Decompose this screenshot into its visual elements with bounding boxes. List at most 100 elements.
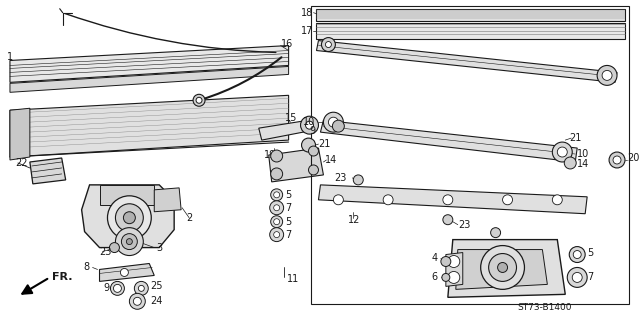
Text: 9: 9 — [309, 126, 316, 136]
Polygon shape — [269, 148, 323, 182]
Circle shape — [138, 285, 144, 291]
Circle shape — [126, 239, 132, 245]
Polygon shape — [321, 120, 577, 162]
Text: 14: 14 — [577, 159, 589, 169]
Circle shape — [134, 281, 148, 295]
Circle shape — [567, 268, 587, 288]
Text: FR.: FR. — [52, 272, 72, 282]
Circle shape — [196, 97, 202, 103]
Polygon shape — [456, 249, 547, 289]
Circle shape — [120, 268, 129, 276]
Circle shape — [301, 116, 319, 134]
Circle shape — [269, 201, 284, 215]
Polygon shape — [319, 185, 587, 214]
Text: 17: 17 — [301, 26, 314, 36]
Circle shape — [274, 205, 280, 211]
Circle shape — [443, 195, 453, 205]
Text: 1: 1 — [7, 53, 13, 62]
Circle shape — [274, 192, 280, 198]
Circle shape — [383, 195, 393, 205]
Polygon shape — [316, 23, 625, 39]
Circle shape — [323, 112, 343, 132]
Text: 3: 3 — [156, 243, 163, 253]
Polygon shape — [99, 185, 154, 205]
Text: 21: 21 — [319, 139, 331, 149]
Text: 6: 6 — [432, 272, 438, 282]
Circle shape — [572, 272, 582, 282]
Circle shape — [274, 232, 280, 238]
Text: 24: 24 — [150, 296, 163, 306]
Polygon shape — [316, 41, 617, 82]
Text: 12: 12 — [348, 215, 361, 225]
Circle shape — [597, 65, 617, 85]
Text: 10: 10 — [577, 149, 589, 159]
Circle shape — [325, 42, 332, 48]
Circle shape — [489, 254, 516, 281]
Circle shape — [115, 228, 143, 256]
Circle shape — [109, 243, 120, 253]
Circle shape — [113, 284, 122, 292]
Text: 19: 19 — [264, 150, 276, 160]
Circle shape — [443, 215, 453, 225]
Circle shape — [305, 121, 314, 129]
Text: ST73-B1400: ST73-B1400 — [518, 303, 572, 312]
Circle shape — [609, 152, 625, 168]
Text: 5: 5 — [285, 190, 292, 200]
Text: 20: 20 — [627, 153, 639, 163]
Text: 22: 22 — [15, 158, 28, 168]
Polygon shape — [30, 158, 66, 184]
Circle shape — [353, 175, 364, 185]
Circle shape — [569, 247, 585, 262]
Text: 23: 23 — [99, 247, 112, 256]
Circle shape — [333, 195, 343, 205]
Circle shape — [602, 70, 612, 81]
Text: 4: 4 — [432, 253, 438, 262]
Text: 5: 5 — [587, 248, 593, 257]
Circle shape — [122, 234, 138, 249]
Circle shape — [271, 216, 283, 228]
Circle shape — [442, 274, 450, 281]
Text: 8: 8 — [83, 262, 90, 273]
Circle shape — [115, 204, 143, 232]
Polygon shape — [82, 185, 174, 248]
Circle shape — [552, 142, 572, 162]
Text: 23: 23 — [334, 173, 346, 183]
Circle shape — [502, 195, 513, 205]
Circle shape — [124, 212, 135, 224]
Text: 23: 23 — [458, 220, 470, 230]
Polygon shape — [10, 95, 289, 157]
Polygon shape — [448, 240, 565, 297]
Circle shape — [448, 256, 460, 268]
Circle shape — [308, 165, 319, 175]
Polygon shape — [10, 67, 289, 92]
Circle shape — [111, 281, 124, 295]
Circle shape — [448, 271, 460, 283]
Circle shape — [133, 297, 141, 305]
Circle shape — [564, 157, 576, 169]
Text: 14: 14 — [325, 155, 338, 165]
Circle shape — [271, 168, 283, 180]
Text: 10: 10 — [303, 117, 316, 127]
Circle shape — [129, 293, 145, 309]
Text: 7: 7 — [285, 203, 292, 213]
Circle shape — [557, 147, 567, 157]
Circle shape — [497, 262, 508, 272]
Circle shape — [274, 219, 280, 225]
Text: 2: 2 — [186, 213, 193, 223]
Circle shape — [301, 138, 316, 152]
Circle shape — [328, 117, 339, 127]
Circle shape — [308, 146, 319, 156]
Text: 18: 18 — [301, 8, 314, 18]
Polygon shape — [10, 108, 30, 160]
Polygon shape — [99, 263, 154, 281]
Circle shape — [441, 256, 451, 267]
Circle shape — [271, 189, 283, 201]
Circle shape — [108, 196, 151, 240]
Circle shape — [271, 150, 283, 162]
Circle shape — [269, 228, 284, 242]
Circle shape — [481, 246, 524, 289]
Circle shape — [321, 38, 335, 52]
Polygon shape — [154, 188, 181, 212]
Polygon shape — [446, 253, 463, 286]
Circle shape — [491, 228, 500, 238]
